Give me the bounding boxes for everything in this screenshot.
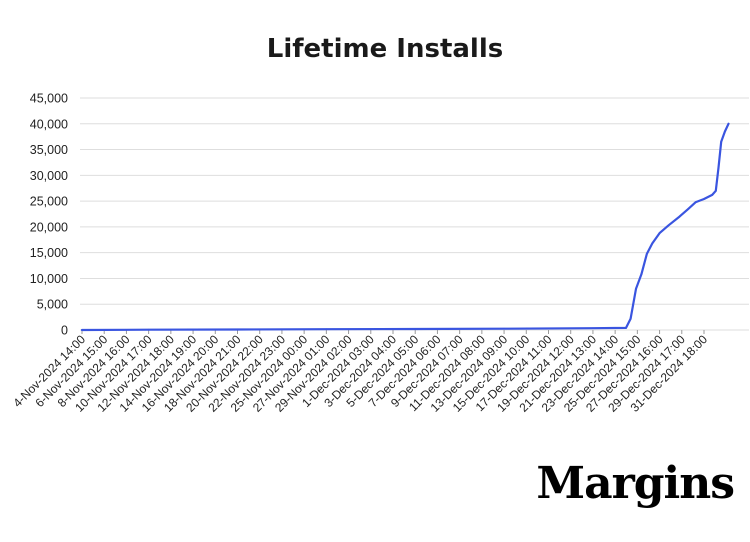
data-point	[81, 329, 83, 331]
chart-title: Lifetime Installs	[266, 34, 504, 64]
data-point	[147, 328, 150, 331]
y-tick-label: 0	[61, 324, 68, 338]
x-axis: 4-Nov-2024 14:006-Nov-2024 15:008-Nov-20…	[10, 330, 710, 415]
gridlines	[80, 97, 749, 331]
brand-logo: Margins	[536, 458, 735, 509]
data-point	[727, 122, 730, 125]
y-tick-label: 35,000	[30, 143, 68, 157]
data-point	[717, 166, 720, 169]
data-point	[503, 327, 505, 330]
data-point	[724, 130, 726, 133]
data-point	[678, 215, 681, 218]
data-point	[592, 327, 594, 329]
y-tick-label: 25,000	[30, 195, 68, 209]
y-tick-label: 10,000	[30, 272, 68, 286]
y-tick-label: 30,000	[30, 169, 68, 183]
data-point	[667, 224, 670, 227]
y-tick-label: 45,000	[30, 92, 68, 106]
data-point	[236, 328, 239, 331]
data-point	[635, 287, 637, 290]
data-point	[629, 317, 632, 320]
series-layer	[80, 122, 730, 332]
data-point	[711, 194, 713, 196]
data-point	[325, 328, 328, 331]
data-point	[625, 327, 627, 329]
y-tick-label: 20,000	[30, 220, 68, 234]
data-point	[658, 232, 661, 234]
data-point	[703, 198, 705, 200]
y-tick-label: 5,000	[37, 298, 68, 312]
y-axis: 0 5,000 10,000 15,000 20,000 25,000 30,000 35,0…	[30, 92, 68, 338]
data-point	[414, 328, 417, 330]
data-point	[720, 141, 723, 143]
data-point	[640, 273, 643, 276]
data-point	[686, 208, 689, 211]
y-tick-label: 40,000	[30, 117, 68, 131]
data-point	[651, 242, 654, 245]
data-point	[695, 201, 697, 203]
data-point	[646, 252, 648, 255]
y-tick-label: 15,000	[30, 246, 68, 260]
data-point	[714, 190, 717, 192]
